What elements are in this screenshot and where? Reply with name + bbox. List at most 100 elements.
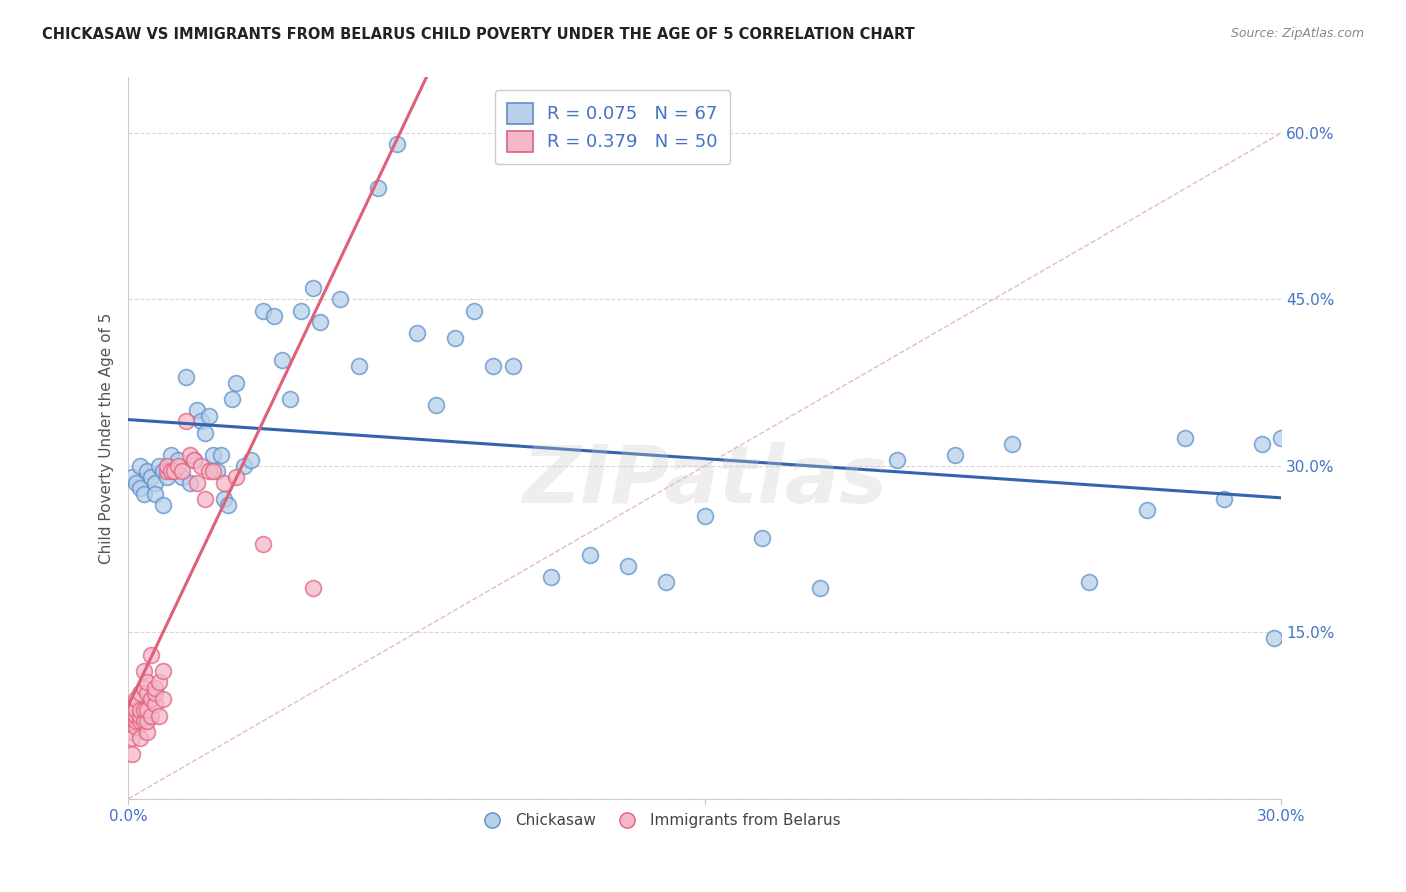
- Point: [1251, 436, 1274, 450]
- Point: [170, 470, 193, 484]
- Point: [136, 703, 159, 717]
- Point: [128, 481, 150, 495]
- Point: [290, 303, 312, 318]
- Point: [125, 714, 148, 728]
- Point: [617, 558, 640, 573]
- Point: [167, 453, 190, 467]
- Point: [143, 698, 166, 712]
- Point: [301, 281, 323, 295]
- Point: [186, 403, 208, 417]
- Point: [132, 703, 155, 717]
- Point: [263, 309, 285, 323]
- Point: [163, 465, 186, 479]
- Point: [179, 475, 201, 490]
- Point: [329, 293, 352, 307]
- Point: [148, 675, 170, 690]
- Point: [136, 465, 159, 479]
- Point: [405, 326, 427, 340]
- Point: [655, 575, 678, 590]
- Point: [156, 470, 179, 484]
- Point: [1078, 575, 1101, 590]
- Point: [132, 714, 155, 728]
- Point: [183, 453, 205, 467]
- Point: [141, 692, 163, 706]
- Point: [128, 703, 150, 717]
- Point: [198, 465, 221, 479]
- Point: [121, 470, 143, 484]
- Point: [132, 681, 155, 695]
- Point: [271, 353, 294, 368]
- Point: [128, 714, 150, 728]
- Point: [128, 458, 150, 473]
- Point: [159, 448, 181, 462]
- Point: [159, 465, 181, 479]
- Point: [205, 465, 228, 479]
- Point: [190, 415, 212, 429]
- Point: [240, 453, 263, 467]
- Point: [121, 731, 143, 745]
- Point: [201, 465, 224, 479]
- Point: [125, 475, 148, 490]
- Point: [214, 492, 236, 507]
- Point: [201, 448, 224, 462]
- Legend: Chickasaw, Immigrants from Belarus: Chickasaw, Immigrants from Belarus: [471, 807, 846, 835]
- Point: [225, 470, 247, 484]
- Point: [309, 315, 332, 329]
- Point: [121, 725, 143, 739]
- Point: [148, 708, 170, 723]
- Text: Source: ZipAtlas.com: Source: ZipAtlas.com: [1230, 27, 1364, 40]
- Point: [152, 498, 174, 512]
- Point: [198, 409, 221, 423]
- Point: [221, 392, 243, 407]
- Point: [141, 708, 163, 723]
- Point: [128, 731, 150, 745]
- Point: [214, 475, 236, 490]
- Point: [1212, 492, 1234, 507]
- Point: [482, 359, 505, 373]
- Point: [190, 458, 212, 473]
- Point: [183, 453, 205, 467]
- Point: [132, 486, 155, 500]
- Point: [136, 714, 159, 728]
- Point: [125, 703, 148, 717]
- Point: [1136, 503, 1159, 517]
- Point: [167, 458, 190, 473]
- Point: [540, 570, 562, 584]
- Point: [143, 486, 166, 500]
- Point: [444, 331, 467, 345]
- Point: [152, 465, 174, 479]
- Point: [225, 376, 247, 390]
- Point: [751, 531, 773, 545]
- Point: [943, 448, 966, 462]
- Point: [463, 303, 485, 318]
- Point: [1001, 436, 1024, 450]
- Point: [156, 458, 179, 473]
- Point: [143, 681, 166, 695]
- Point: [367, 181, 389, 195]
- Point: [125, 692, 148, 706]
- Point: [132, 664, 155, 678]
- Point: [232, 458, 254, 473]
- Point: [136, 675, 159, 690]
- Text: ZIPatlas: ZIPatlas: [522, 442, 887, 520]
- Point: [693, 508, 716, 523]
- Point: [141, 470, 163, 484]
- Y-axis label: Child Poverty Under the Age of 5: Child Poverty Under the Age of 5: [100, 312, 114, 564]
- Point: [252, 303, 274, 318]
- Point: [278, 392, 301, 407]
- Point: [170, 465, 193, 479]
- Point: [425, 398, 447, 412]
- Point: [121, 747, 143, 762]
- Point: [186, 475, 208, 490]
- Point: [578, 548, 600, 562]
- Point: [152, 692, 174, 706]
- Point: [128, 686, 150, 700]
- Point: [387, 136, 409, 151]
- Point: [141, 648, 163, 662]
- Point: [143, 686, 166, 700]
- Point: [886, 453, 908, 467]
- Point: [125, 720, 148, 734]
- Point: [179, 448, 201, 462]
- Point: [163, 465, 186, 479]
- Text: CHICKASAW VS IMMIGRANTS FROM BELARUS CHILD POVERTY UNDER THE AGE OF 5 CORRELATIO: CHICKASAW VS IMMIGRANTS FROM BELARUS CHI…: [42, 27, 915, 42]
